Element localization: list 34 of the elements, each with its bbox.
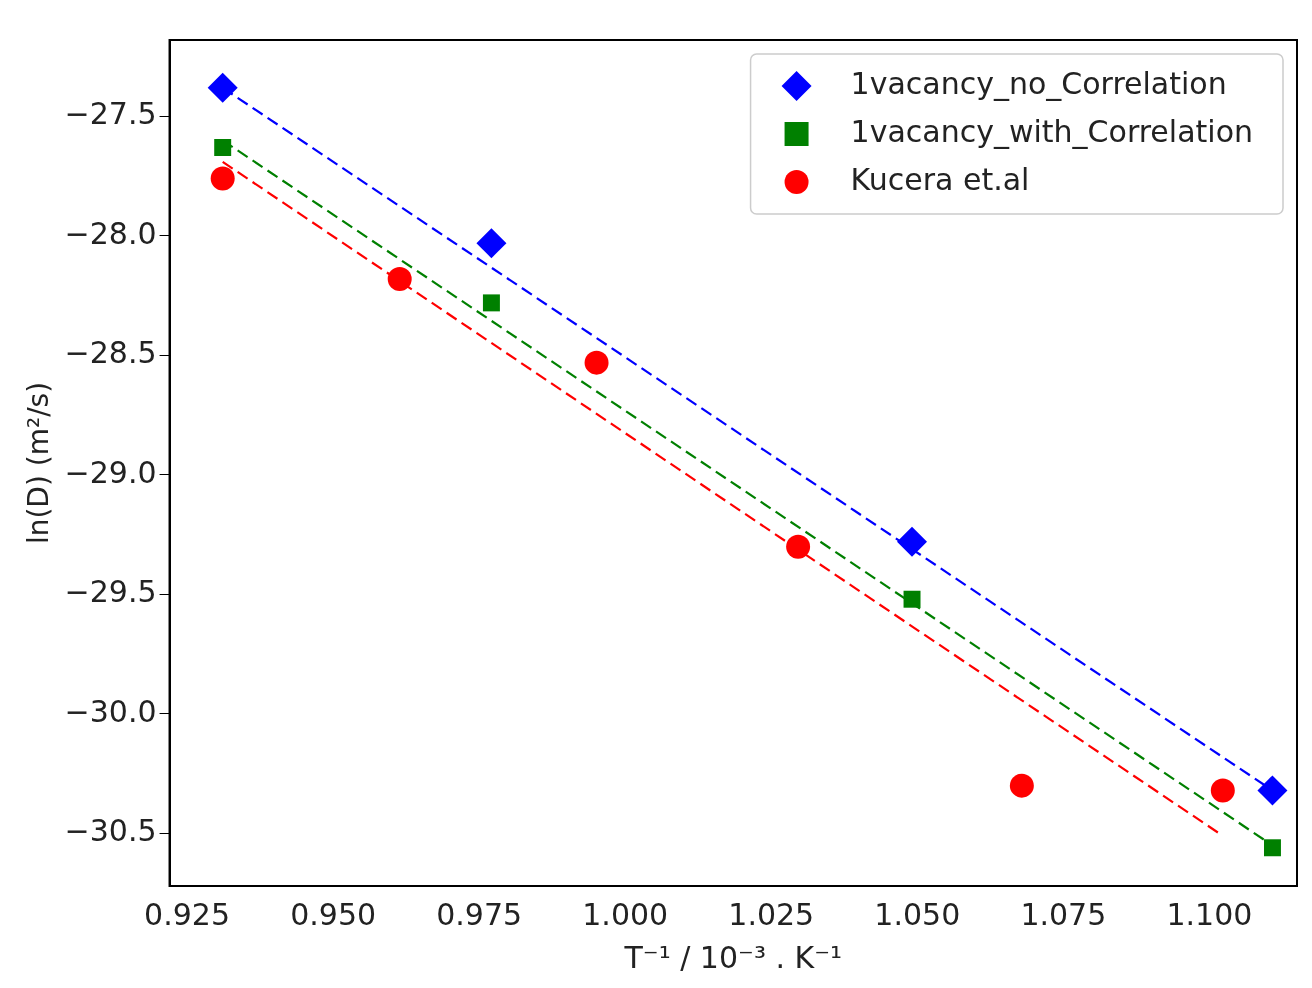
y-tick-label: −28.0 <box>64 215 157 251</box>
point <box>476 228 507 259</box>
x-tick-label: 1.100 <box>1166 896 1253 932</box>
x-tick-label: 1.050 <box>874 896 961 932</box>
x-tick-label: 0.950 <box>290 896 377 932</box>
point <box>903 590 921 608</box>
point <box>1263 839 1281 857</box>
point <box>584 350 609 375</box>
legend-label: Kucera et.al <box>850 161 1030 197</box>
point <box>214 139 232 157</box>
point <box>1210 778 1235 803</box>
point <box>387 266 412 291</box>
point <box>1009 773 1034 798</box>
x-tick-label: 1.075 <box>1020 896 1107 932</box>
x-tick-label: 0.925 <box>144 896 230 932</box>
point <box>207 72 238 103</box>
x-tick-label: 1.025 <box>728 896 815 932</box>
y-axis-title: ln(D) (m²/s) <box>22 381 56 545</box>
point <box>1257 775 1288 806</box>
y-tick-label: −27.5 <box>64 96 157 132</box>
x-tick-label: 1.000 <box>582 896 669 932</box>
point <box>210 166 235 191</box>
point <box>786 534 811 559</box>
y-tick-label: −30.0 <box>64 693 157 729</box>
point <box>482 294 500 312</box>
x-axis-title: T⁻¹ / 10⁻³ . K⁻¹ <box>623 939 843 975</box>
legend-label: 1vacancy_no_Correlation <box>850 65 1227 101</box>
y-tick-label: −29.0 <box>64 454 157 490</box>
x-tick-label: 0.975 <box>436 896 523 932</box>
y-tick-label: −29.5 <box>64 574 157 610</box>
y-tick-label: −28.5 <box>64 335 157 371</box>
legend-label: 1vacancy_with_Correlation <box>850 113 1253 149</box>
point <box>897 526 928 557</box>
y-tick-label: −30.5 <box>64 813 157 849</box>
